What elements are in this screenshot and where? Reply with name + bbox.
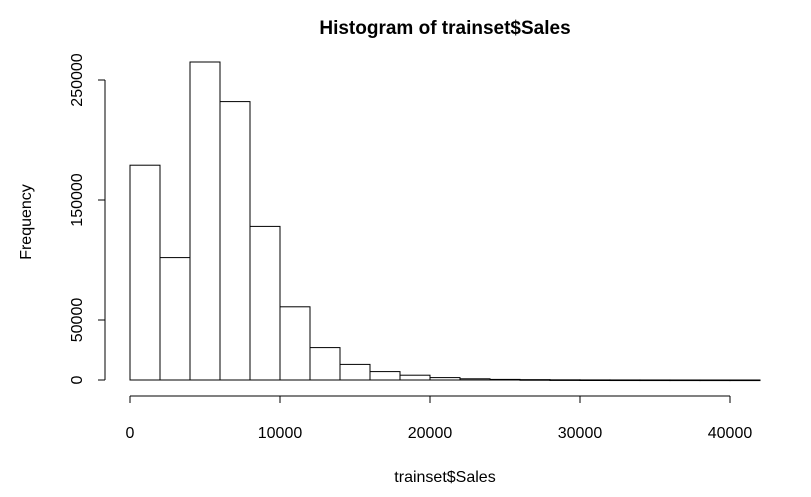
histogram-bar-4 [219,101,251,381]
histogram-bar-12 [459,378,491,381]
y-axis-label: Frequency [18,184,35,260]
histogram-bar-19 [669,379,701,382]
histogram-bar-5 [249,225,281,381]
histogram-bar-3 [189,61,221,381]
x-axis-label: trainset$Sales [394,469,495,486]
histogram-bar-8 [339,363,371,381]
y-tick-label-50000: 50000 [69,298,86,343]
x-tick-label-20000: 20000 [408,425,453,442]
histogram-bars [129,61,761,382]
x-tick-label-10000: 10000 [258,425,303,442]
x-tick-label-40000: 40000 [708,425,753,442]
x-tick-label-30000: 30000 [558,425,603,442]
y-tick-label-0: 0 [69,375,86,384]
histogram-bar-10 [399,374,431,381]
histogram-bar-20 [699,379,731,382]
histogram-bar-6 [279,306,311,381]
histogram-bar-9 [369,371,401,381]
histogram-bar-21 [729,379,761,382]
y-tick-label-250000: 250000 [69,53,86,106]
chart-axes: 0 10000 20000 30000 40000 0 50000 150000 250000 [69,53,752,442]
histogram-bar-1 [129,164,161,381]
chart-title: Histogram of trainset$Sales [319,18,570,39]
histogram-bar-11 [429,377,461,381]
histogram-bar-13 [489,378,521,381]
histogram-bar-2 [159,257,191,381]
y-tick-label-150000: 150000 [69,173,86,226]
histogram-bar-18 [639,379,671,382]
x-tick-label-0: 0 [126,425,135,442]
histogram-bar-15 [549,379,581,381]
histogram-bar-14 [519,379,551,381]
histogram-bar-16 [579,379,611,381]
histogram-bar-7 [309,347,341,381]
histogram-bar-17 [609,379,641,382]
